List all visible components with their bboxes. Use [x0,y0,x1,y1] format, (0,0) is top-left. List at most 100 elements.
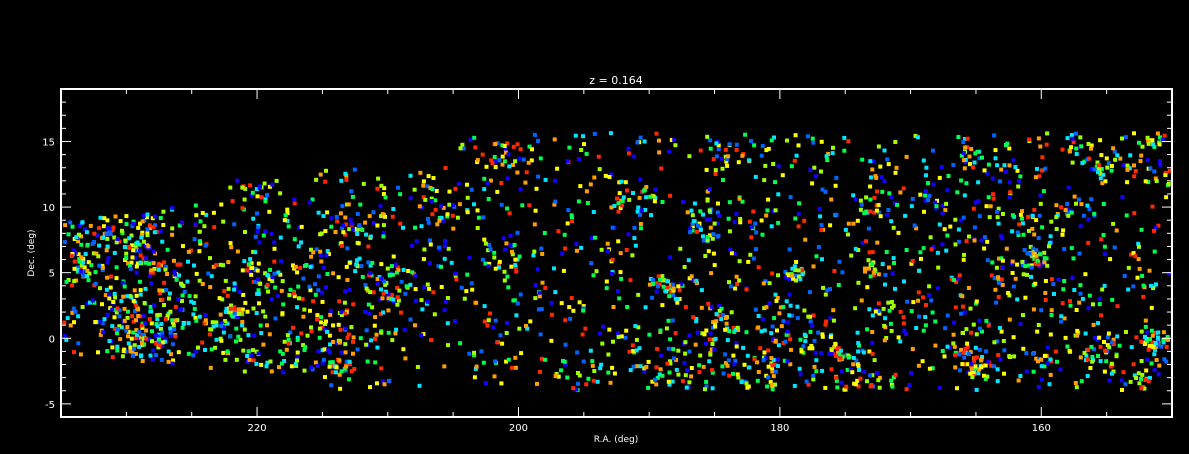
galaxy-point [426,174,431,179]
galaxy-point [232,222,237,227]
galaxy-point [242,197,247,202]
galaxy-point [475,158,480,163]
galaxy-point [351,335,356,340]
galaxy-point [552,137,557,142]
galaxy-point [105,275,110,280]
galaxy-point [341,230,346,235]
galaxy-point [382,382,387,387]
galaxy-point [472,353,477,358]
galaxy-point [1119,378,1124,383]
galaxy-point [1087,156,1092,161]
galaxy-point [484,164,489,169]
galaxy-point [148,226,152,231]
galaxy-point [812,165,817,170]
galaxy-point [263,229,268,234]
galaxy-point [492,255,497,260]
galaxy-point [172,269,177,274]
galaxy-point [137,279,142,284]
galaxy-point [889,329,894,333]
galaxy-point [138,314,143,319]
galaxy-point [1066,185,1071,190]
galaxy-point [977,326,982,331]
galaxy-point [126,341,131,346]
galaxy-point [674,357,678,362]
galaxy-point [658,367,663,372]
galaxy-point [856,280,861,285]
galaxy-point [1142,342,1147,346]
galaxy-point [255,229,260,234]
galaxy-point [986,195,991,200]
galaxy-point [385,266,390,271]
galaxy-point [186,259,190,264]
galaxy-point [196,345,200,350]
galaxy-point [863,269,867,274]
galaxy-point [668,337,673,342]
galaxy-point [399,310,403,315]
galaxy-point [243,186,248,191]
galaxy-point [1115,304,1120,309]
galaxy-point [1007,163,1012,168]
galaxy-point [704,167,709,172]
galaxy-point [829,349,834,353]
galaxy-point [280,279,285,284]
galaxy-point [1016,378,1021,383]
galaxy-point [646,359,651,364]
galaxy-point [1062,279,1067,283]
galaxy-point [1054,349,1058,354]
galaxy-point [131,219,136,224]
galaxy-point [265,272,270,277]
galaxy-point [318,172,323,177]
galaxy-point [467,351,472,356]
galaxy-point [299,240,304,245]
galaxy-point [82,227,87,232]
galaxy-point [864,239,869,244]
galaxy-point [957,352,962,357]
galaxy-point [413,274,418,279]
galaxy-point [170,205,175,210]
galaxy-point [819,169,823,174]
galaxy-point [811,373,816,378]
galaxy-point [421,332,426,337]
galaxy-point [412,187,417,192]
galaxy-point [128,266,133,271]
galaxy-point [691,315,696,320]
galaxy-point [1001,212,1005,216]
galaxy-point [1122,274,1127,278]
galaxy-point [517,326,522,331]
galaxy-point [977,367,982,372]
galaxy-point [651,277,655,282]
galaxy-point [121,349,126,353]
galaxy-point [426,216,430,221]
galaxy-point [1018,374,1023,378]
galaxy-point [972,372,977,377]
galaxy-point [379,366,384,371]
galaxy-point [309,365,314,370]
galaxy-point [85,268,90,273]
galaxy-point [127,244,131,249]
galaxy-point [291,291,296,296]
galaxy-point [1063,335,1068,340]
galaxy-point [1167,168,1172,173]
galaxy-point [264,364,269,369]
galaxy-point [747,219,752,224]
galaxy-point [970,375,975,380]
galaxy-point [225,321,230,326]
galaxy-point [108,232,113,237]
galaxy-point [340,226,345,231]
galaxy-point [530,147,534,152]
galaxy-point [350,227,355,231]
galaxy-point [1038,252,1043,257]
galaxy-point [856,341,861,346]
galaxy-point [375,277,380,281]
galaxy-point [142,321,147,325]
galaxy-point [686,258,691,263]
galaxy-point [617,296,622,301]
galaxy-point [335,219,340,224]
galaxy-point [884,250,889,254]
galaxy-point [137,344,142,349]
galaxy-point [997,256,1002,261]
galaxy-point [708,217,712,222]
galaxy-point [588,182,593,187]
galaxy-point [996,280,1001,285]
galaxy-point [1131,362,1136,367]
